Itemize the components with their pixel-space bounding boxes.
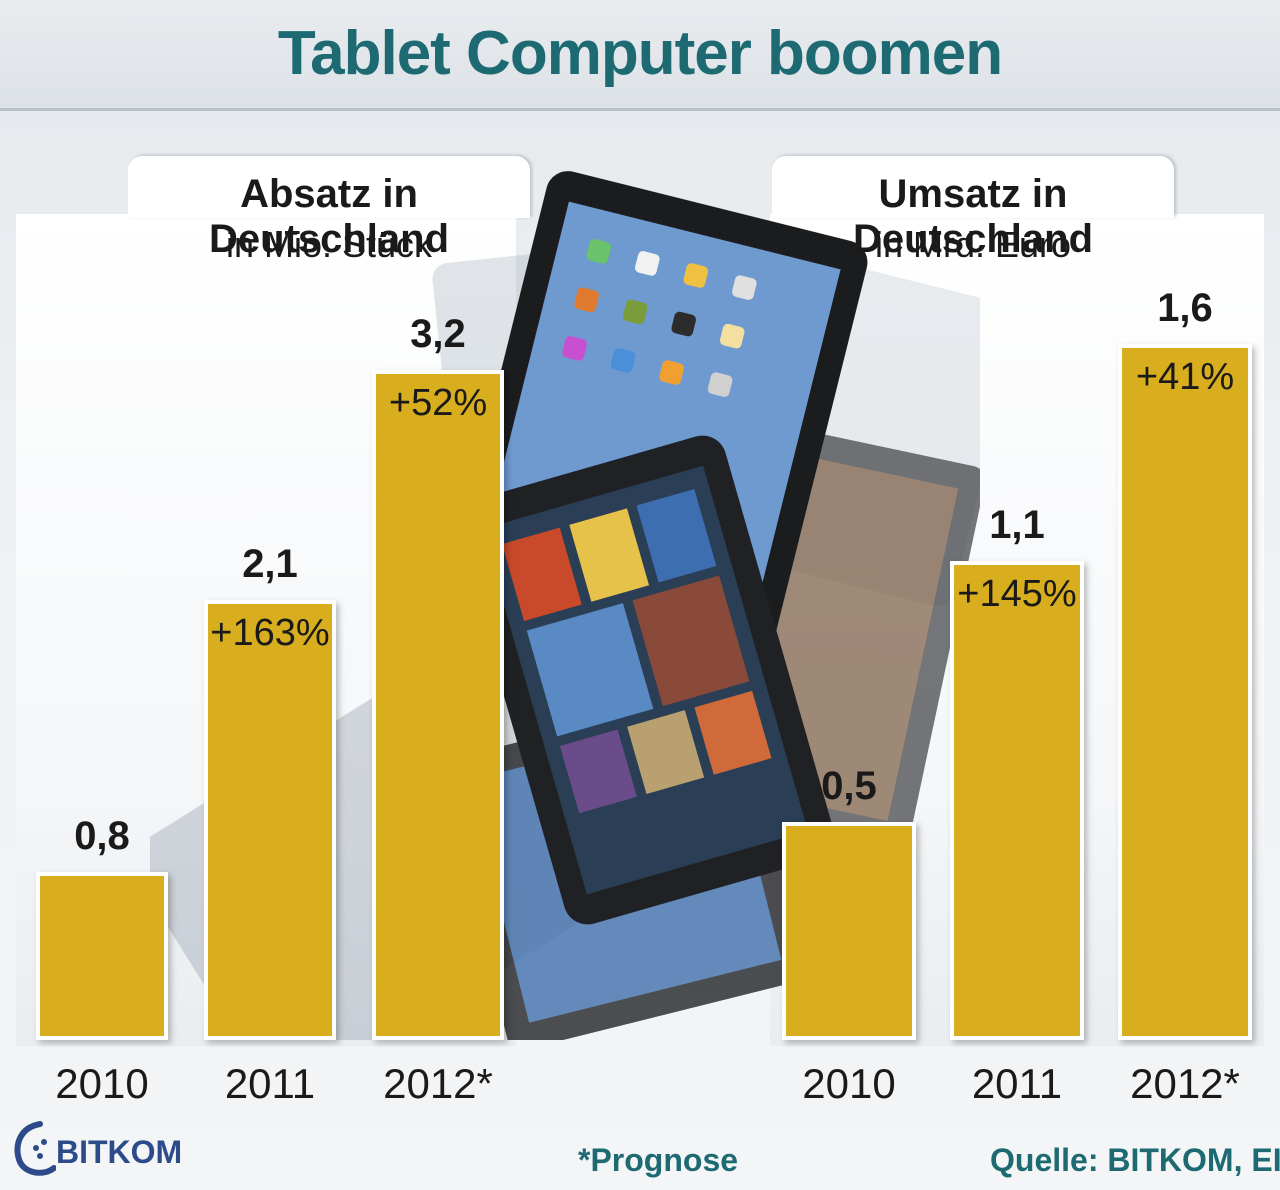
chart-left-category-2010: 2010	[55, 1060, 149, 1107]
chart-left-category-2011: 2011	[224, 1060, 316, 1107]
chart-left-value-label-2011: 2,1	[242, 542, 298, 586]
chart-right-change-label-2012: +41%	[1135, 356, 1235, 398]
bitkom-logo-text: BITKOM	[56, 1134, 183, 1170]
source-note: Quelle: BITKOM, EITO	[990, 1142, 1280, 1178]
bitkom-logo: BITKOM	[10, 1118, 183, 1182]
chart-right-value-label-2012: 1,6	[1157, 286, 1213, 330]
chart-tab-right	[772, 156, 1174, 218]
chart-left-bar-2010	[36, 872, 168, 1040]
chart-right-bar-2010	[782, 822, 916, 1040]
chart-right-value-label-2010: 0,5	[821, 764, 877, 808]
chart-tab-left	[128, 156, 530, 218]
chart-right-value-label-2011: 1,1	[989, 503, 1045, 547]
chart-right-title: Umsatz in Deutschland	[852, 172, 1094, 261]
chart-left-title: Absatz in Deutschland	[208, 172, 450, 261]
chart-right-bar-2011	[950, 561, 1084, 1040]
chart-left-change-label-2011: +163%	[210, 612, 330, 654]
chart-right-change-label-2011: +145%	[957, 573, 1077, 615]
chart-left-bar-2012	[372, 370, 504, 1040]
chart-right-category-2011: 2011	[971, 1060, 1063, 1107]
chart-left-change-label-2012: +52%	[388, 382, 488, 424]
header: Tablet Computer boomen	[0, 0, 1280, 111]
page-title: Tablet Computer boomen	[277, 19, 1003, 88]
chart-left-bar-2011	[204, 600, 336, 1040]
chart-right-subtitle: in Mrd. Euro	[874, 224, 1072, 265]
chart-right-bar-2012	[1118, 344, 1252, 1040]
nexus-tablet	[455, 435, 835, 925]
chart-left-category-2012: 2012*	[383, 1060, 493, 1107]
footnote: *Prognose	[578, 1142, 739, 1178]
chart-right-category-2012: 2012*	[1130, 1060, 1240, 1107]
chart-left-value-label-2012: 3,2	[410, 312, 466, 356]
chart-left-subtitle: in Mio. Stück	[225, 224, 433, 265]
bitkom-logo-icon	[14, 1121, 56, 1176]
chart-right-category-2010: 2010	[802, 1060, 896, 1107]
chart-left-value-label-2010: 0,8	[74, 814, 130, 858]
